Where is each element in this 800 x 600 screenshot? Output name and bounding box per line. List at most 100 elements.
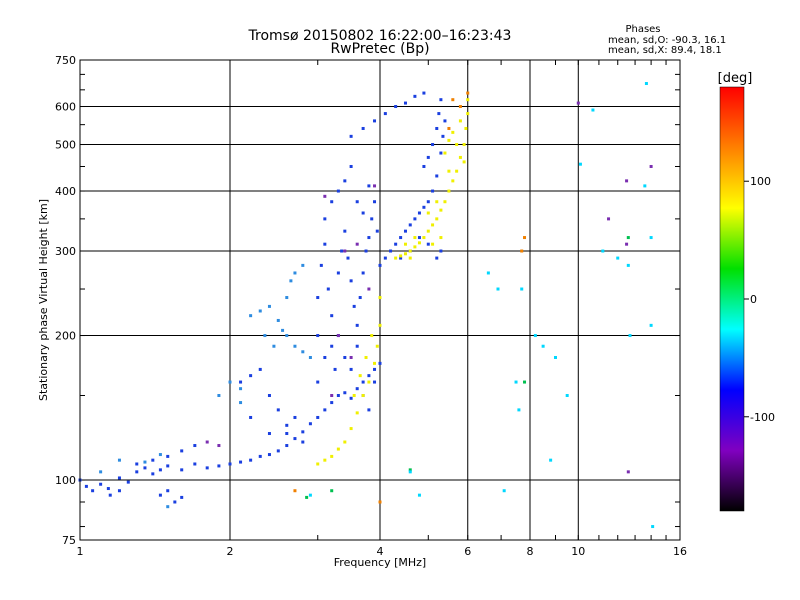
data-point [239, 380, 243, 384]
data-point [496, 287, 500, 291]
data-point [439, 236, 443, 240]
data-point [330, 314, 334, 318]
data-point [443, 151, 447, 155]
data-point [549, 458, 553, 462]
data-point [422, 91, 426, 95]
data-point [625, 242, 629, 246]
data-point [180, 495, 184, 499]
data-point [166, 489, 170, 493]
x-tick-label: 16 [673, 545, 687, 558]
data-point [361, 126, 365, 130]
data-point [301, 350, 305, 354]
data-point [426, 200, 430, 204]
data-point [301, 430, 305, 434]
data-point [293, 489, 297, 493]
colorbar-tick-label: 100 [750, 175, 771, 188]
data-point [451, 98, 455, 102]
data-point [447, 126, 451, 130]
data-point [249, 314, 253, 318]
data-point [108, 493, 112, 497]
data-point [323, 194, 327, 198]
phase-info: Phases mean, sd,O: -90.3, 16.1 mean, sd,… [608, 24, 726, 56]
data-point [625, 179, 629, 183]
data-point [378, 263, 382, 267]
x-tick-label: 2 [227, 545, 234, 558]
data-point [408, 256, 412, 260]
data-point [643, 184, 647, 188]
data-point [336, 334, 340, 338]
data-point [403, 101, 407, 105]
data-point [205, 466, 209, 470]
data-point [403, 252, 407, 256]
data-point [316, 462, 320, 466]
data-point [553, 355, 557, 359]
data-point [649, 323, 653, 327]
data-point [447, 169, 451, 173]
data-point [151, 472, 155, 476]
data-point [443, 119, 447, 123]
data-point [301, 263, 305, 267]
colorbar-ticks: 100 0 -100 [744, 175, 775, 424]
data-point [258, 454, 262, 458]
data-point [158, 453, 162, 457]
data-point [644, 82, 648, 86]
data-point [437, 112, 441, 116]
data-point [301, 440, 305, 444]
data-point [373, 200, 377, 204]
data-point [375, 229, 379, 233]
data-point [408, 470, 412, 474]
data-point [99, 482, 103, 486]
data-point [389, 249, 393, 253]
y-tick-label: 300 [55, 245, 76, 258]
data-point [158, 468, 162, 472]
data-point [417, 211, 421, 215]
data-point [305, 495, 309, 499]
data-point [135, 462, 139, 466]
data-point [249, 458, 253, 462]
data-point [349, 396, 353, 400]
data-point [349, 355, 353, 359]
data-point [336, 394, 340, 398]
data-point [455, 143, 459, 147]
y-tick-label: 600 [55, 101, 76, 114]
data-point [426, 229, 430, 233]
data-point [447, 138, 451, 142]
x-tick-label: 6 [464, 545, 471, 558]
data-point [308, 355, 312, 359]
data-point [217, 444, 221, 448]
y-tick-label: 400 [55, 185, 76, 198]
data-point [217, 394, 221, 398]
data-point [352, 304, 356, 308]
data-point [373, 119, 377, 123]
data-point [422, 205, 426, 209]
data-point [413, 94, 417, 98]
data-point [367, 380, 371, 384]
data-point [431, 223, 435, 227]
data-point [517, 408, 521, 412]
data-point [336, 271, 340, 275]
data-point [349, 279, 353, 283]
colorbar-tick-label: -100 [750, 411, 775, 424]
data-point [413, 245, 417, 249]
data-point [576, 101, 580, 105]
y-tick-label: 100 [55, 474, 76, 487]
data-point [173, 500, 177, 504]
data-point [316, 296, 320, 300]
data-point [84, 484, 88, 488]
colorbar-label: [deg] [718, 71, 753, 86]
data-point [378, 500, 382, 504]
data-point [447, 189, 451, 193]
phase-info-o: mean, sd,O: -90.3, 16.1 [608, 35, 726, 46]
data-point [417, 241, 421, 245]
data-point [323, 217, 327, 221]
data-point [514, 380, 518, 384]
data-point [336, 189, 340, 193]
data-point [166, 454, 170, 458]
data-point [403, 242, 407, 246]
data-point [439, 208, 443, 212]
data-point [217, 464, 221, 468]
data-point [439, 249, 443, 253]
data-point [330, 394, 334, 398]
data-point [408, 468, 412, 472]
